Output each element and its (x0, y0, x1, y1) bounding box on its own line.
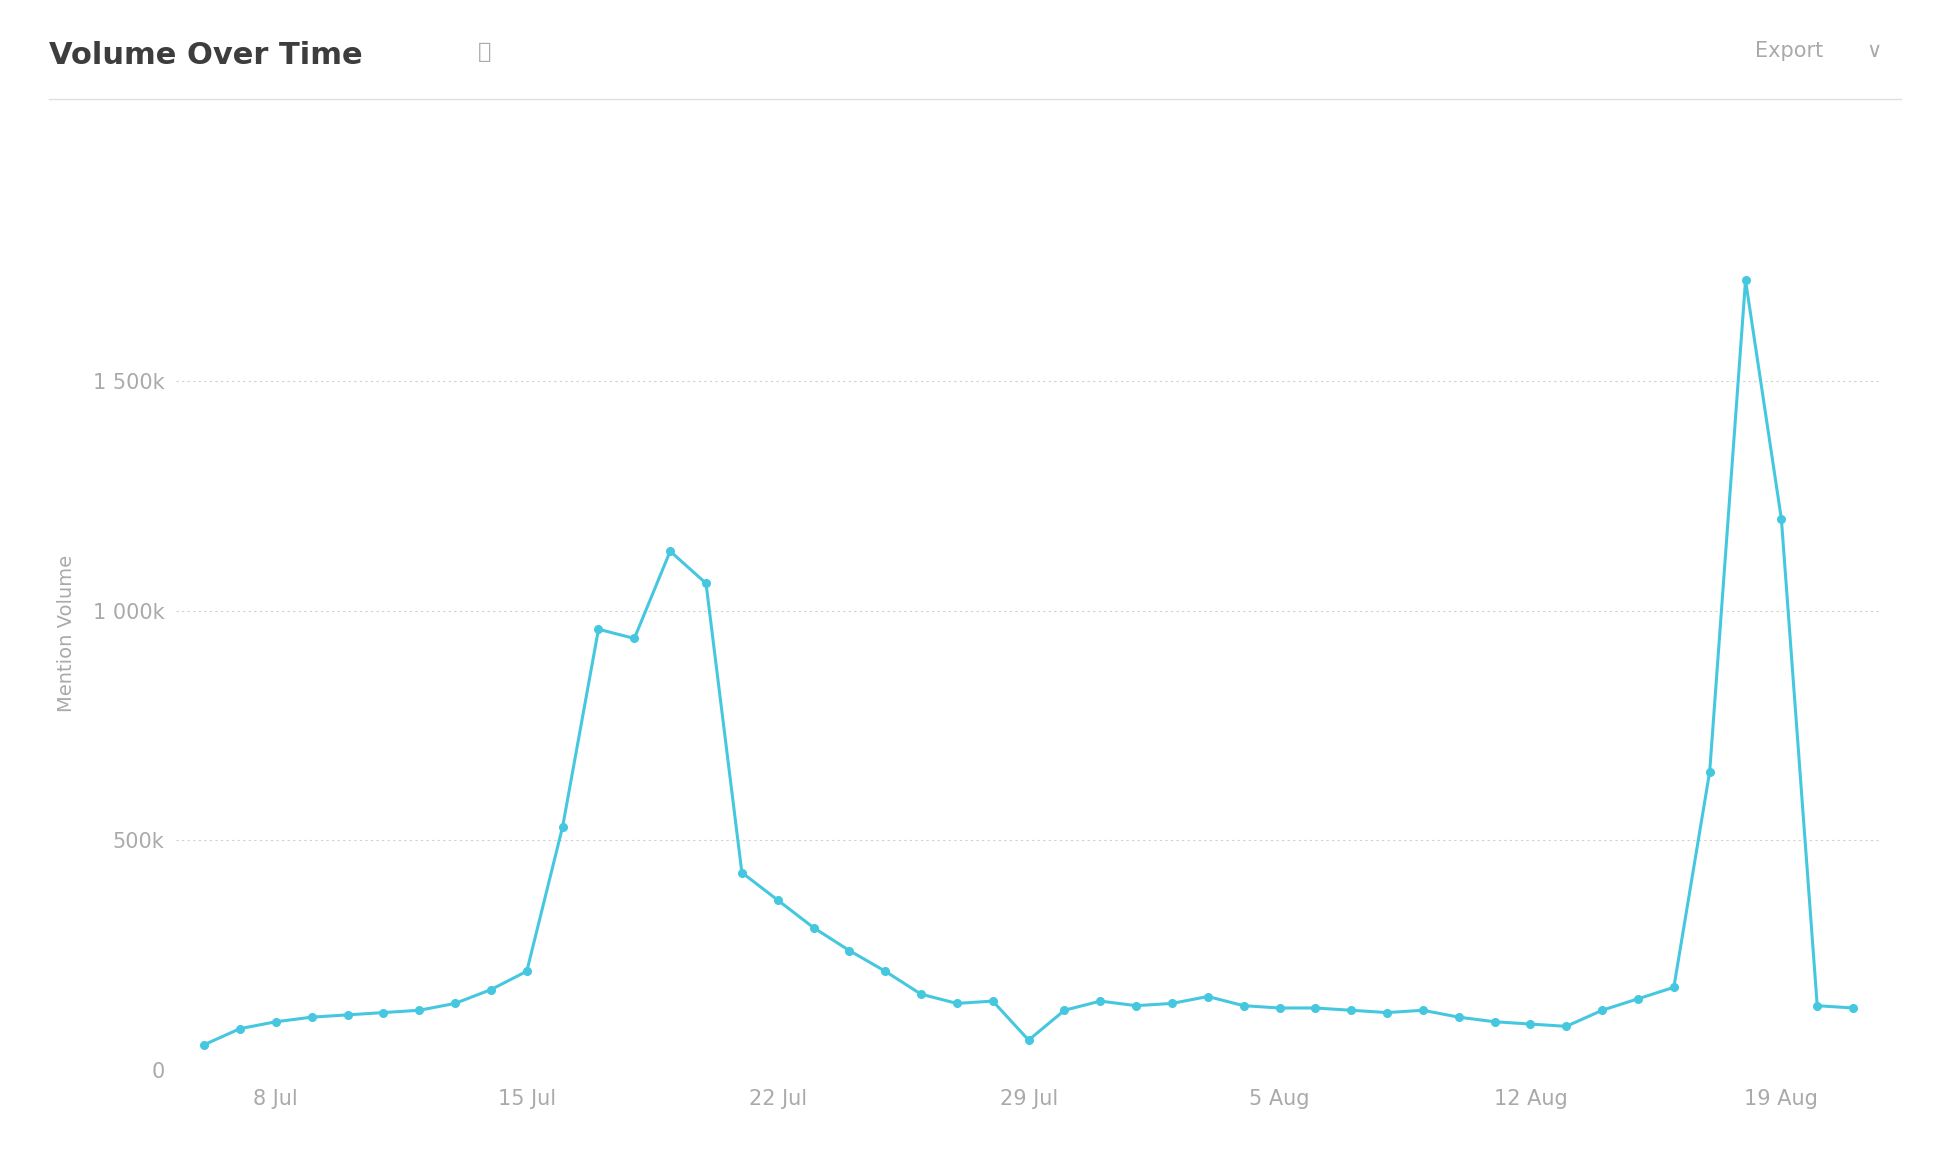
Y-axis label: Mention Volume: Mention Volume (57, 555, 76, 713)
Text: ⓘ: ⓘ (478, 42, 491, 62)
Text: Volume Over Time: Volume Over Time (49, 41, 363, 70)
Text: ∨: ∨ (1866, 41, 1882, 60)
Text: Export: Export (1755, 41, 1823, 60)
